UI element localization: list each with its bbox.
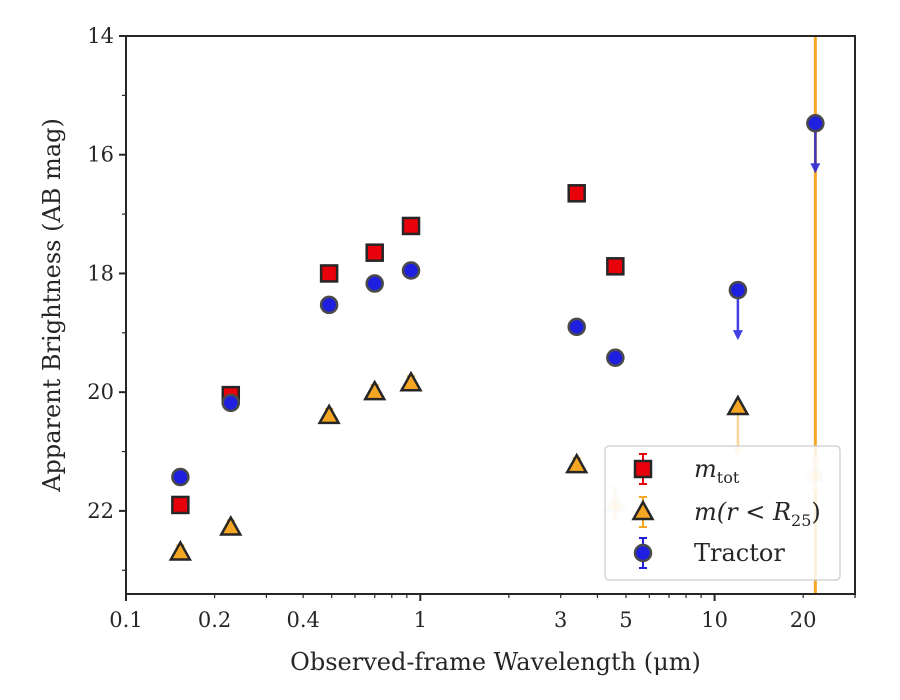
data-point-square-3 — [365, 243, 384, 262]
legend: mtot m(r < R25) Tractor — [604, 445, 841, 581]
data-point-circle-8-upper-limit-arrow-head — [810, 163, 821, 174]
data-point-circle-7 — [728, 280, 748, 300]
x-axis-label: Observed-frame Wavelength (μm) — [290, 648, 701, 676]
data-point-square-4 — [401, 216, 421, 236]
data-point-circle-5 — [567, 317, 586, 337]
x-tick-label-3: 1 — [414, 608, 427, 632]
data-point-triangle-5 — [565, 452, 589, 474]
data-point-circle-2 — [319, 295, 339, 315]
data-point-triangle-4 — [399, 370, 423, 392]
legend-entry-circle: Tractor — [633, 537, 785, 569]
data-point-triangle-2 — [317, 403, 341, 425]
data-point-square-6 — [606, 257, 625, 276]
x-tick-label-4: 3 — [554, 608, 567, 632]
data-point-triangle-7 — [726, 394, 750, 416]
y-axis-label: Apparent Brightness (AB mag) — [38, 118, 66, 493]
x-tick-label-2: 0.4 — [286, 608, 319, 632]
data-point-circle-4 — [401, 261, 421, 280]
y-tick-label-0: 14 — [87, 24, 114, 48]
y-tick-label-4: 22 — [87, 499, 114, 523]
data-point-circle-8 — [806, 114, 825, 133]
data-point-circle-7-upper-limit-arrow-head — [732, 330, 743, 341]
data-point-circle-3 — [365, 274, 384, 293]
x-tick-label-1: 0.2 — [198, 608, 231, 632]
x-tick-label-5: 5 — [619, 608, 632, 632]
axes: 14 16 18 20 22 0.1 0.2 0.4 1 3 5 10 20 — [87, 24, 856, 632]
series-square — [171, 184, 625, 515]
data-point-triangle-0 — [168, 539, 192, 561]
legend-entry-square: mtot — [633, 453, 740, 487]
data-point-circle-0 — [171, 467, 190, 487]
y-tick-label-1: 16 — [87, 143, 114, 167]
y-tick-label-3: 20 — [87, 380, 114, 404]
data-point-square-0 — [171, 495, 190, 515]
legend-label-square: mtot — [694, 455, 740, 487]
plot-frame — [125, 35, 856, 595]
x-tick-label-0: 0.1 — [109, 608, 142, 632]
x-tick-label-7: 20 — [790, 608, 817, 632]
data-point-circle-1 — [221, 393, 241, 413]
series-circle — [171, 114, 825, 487]
legend-marker-triangle — [631, 499, 655, 521]
data-point-triangle-1 — [219, 514, 243, 536]
legend-box — [604, 445, 841, 581]
plot-area — [168, 36, 827, 594]
x-tick-label-6: 10 — [701, 608, 728, 632]
legend-entry-triangle: m(r < R25) — [631, 496, 821, 530]
legend-marker-circle — [633, 543, 653, 563]
data-point-square-5 — [567, 184, 586, 203]
y-tick-label-2: 18 — [87, 261, 114, 285]
legend-label-circle: Tractor — [694, 539, 785, 567]
legend-marker-square — [633, 459, 653, 479]
data-point-triangle-3 — [363, 379, 387, 401]
data-point-square-2 — [319, 264, 339, 283]
legend-label-triangle: m(r < R25) — [694, 498, 821, 530]
data-point-circle-6 — [606, 348, 625, 367]
